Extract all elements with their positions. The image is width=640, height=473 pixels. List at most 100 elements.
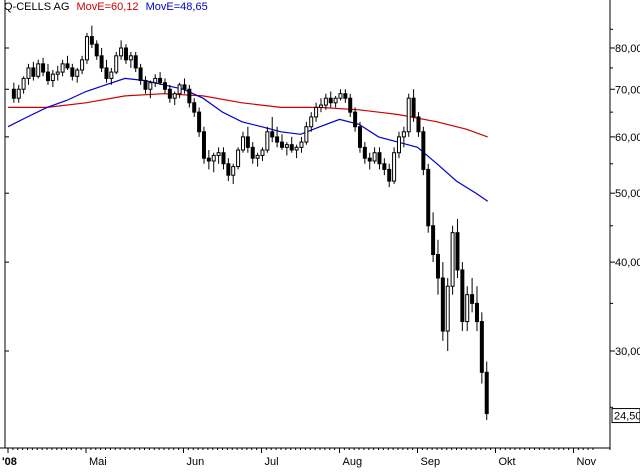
candle-body <box>11 88 16 99</box>
candle-body <box>172 93 177 99</box>
candle <box>323 93 328 110</box>
candle <box>265 126 270 153</box>
candle <box>119 40 124 60</box>
candle-body <box>75 69 80 77</box>
x-tick-label: Nov <box>577 456 597 468</box>
candle-body <box>465 294 470 323</box>
candle-body <box>158 77 163 84</box>
candle <box>255 152 260 167</box>
legend-ma-short: MovE=48,65 <box>145 1 208 13</box>
candle-body <box>396 136 401 154</box>
candle-body <box>260 149 265 156</box>
chart-header: Q-CELLS AG MovE=60,12 MovE=48,65 <box>4 0 212 14</box>
candle <box>50 70 55 88</box>
x-tick-label: Sep <box>421 456 441 468</box>
candle-body <box>382 163 387 170</box>
candle <box>275 126 280 148</box>
candle <box>109 67 114 85</box>
y-tick-label: 60,00 <box>615 132 640 144</box>
candle-body <box>236 149 241 168</box>
axes <box>0 0 611 450</box>
candle-body <box>221 152 226 165</box>
candle <box>11 82 16 103</box>
candle-body <box>143 80 148 90</box>
candle-body <box>411 97 416 118</box>
candle-body <box>128 55 133 61</box>
candle-body <box>367 157 372 162</box>
candle-body <box>275 136 280 143</box>
candle-body <box>377 152 382 165</box>
x-tick-label: Jul <box>265 456 279 468</box>
candle <box>450 225 455 295</box>
candle <box>479 312 484 384</box>
candle-body <box>318 104 323 108</box>
candle <box>221 147 226 170</box>
candle-body <box>36 63 41 77</box>
candle-body <box>450 232 455 287</box>
candle-body <box>104 67 109 79</box>
candle <box>31 61 36 81</box>
candle-body <box>89 36 94 45</box>
last-price-box <box>611 408 640 424</box>
candle <box>343 89 348 103</box>
candle-body <box>226 163 231 176</box>
candle <box>372 147 377 164</box>
candle-body <box>440 277 445 332</box>
candle-body <box>421 131 426 170</box>
candle <box>187 84 192 108</box>
candle <box>236 147 241 170</box>
candle <box>65 55 70 71</box>
chart-title: Q-CELLS AG <box>4 1 70 13</box>
candle-body <box>270 131 275 138</box>
ma-short-line <box>7 77 489 202</box>
candle <box>133 51 138 73</box>
candle <box>484 361 489 420</box>
candle <box>75 67 80 83</box>
candle-body <box>153 77 158 84</box>
candle-body <box>192 102 197 113</box>
candle-body <box>289 144 294 151</box>
candle <box>143 76 148 94</box>
candle <box>21 76 26 94</box>
candle-body <box>348 97 353 113</box>
candle <box>445 277 450 351</box>
candle <box>70 63 75 81</box>
candle <box>162 78 167 94</box>
candle <box>426 163 431 233</box>
candle <box>431 212 436 263</box>
candle-body <box>16 88 21 99</box>
candle-body <box>294 146 299 151</box>
candle <box>240 131 245 153</box>
candle-body <box>187 88 192 104</box>
candle <box>231 163 236 185</box>
candle-body <box>309 116 314 128</box>
candle-body <box>470 294 475 304</box>
candle <box>260 147 265 161</box>
candle <box>182 78 187 94</box>
candle-body <box>94 43 99 57</box>
candle <box>197 107 202 137</box>
candle-body <box>55 71 60 75</box>
candle-body <box>445 285 450 332</box>
candle-body <box>338 93 343 99</box>
candle-body <box>353 111 358 128</box>
candle <box>435 239 440 295</box>
candle-body <box>416 116 421 133</box>
candle-body <box>231 166 236 176</box>
candle <box>158 72 163 85</box>
y-tick-label: 50,00 <box>615 188 640 200</box>
candle <box>192 98 197 117</box>
candle-body <box>250 146 255 159</box>
candle <box>206 150 211 170</box>
candle <box>128 51 133 68</box>
candle-body <box>460 269 465 323</box>
candle <box>16 84 21 103</box>
candle-body <box>357 126 362 148</box>
candle-body <box>80 59 85 71</box>
y-tick-label: 80,00 <box>615 43 640 55</box>
ma-long-series <box>8 93 488 138</box>
candle-body <box>162 82 167 90</box>
candle-body <box>431 225 436 256</box>
candle <box>421 126 426 176</box>
